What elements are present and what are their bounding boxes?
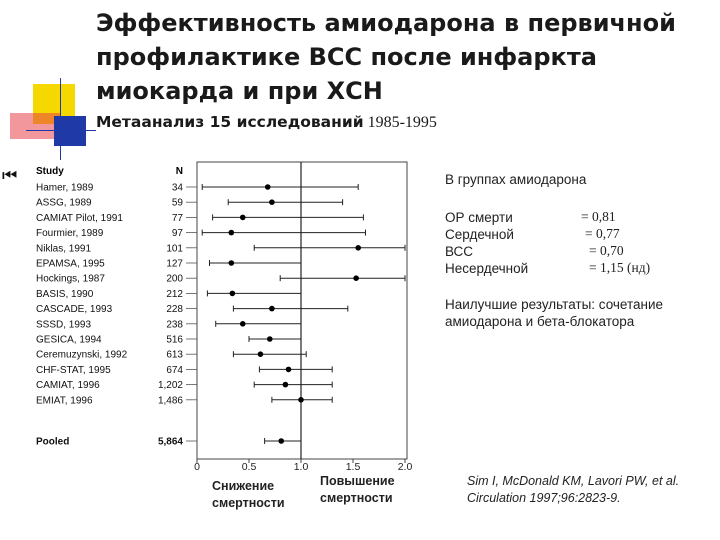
stat-label: Сердечной [445,227,514,242]
stat-value: = 0,81 [581,209,616,224]
study-n: 200 [166,274,183,285]
study-label: EPAMSA, 1995 [36,259,105,270]
study-n: 59 [172,198,184,209]
increase-mortality-caption: Повышение смертности [320,474,395,505]
study-label: EMIAT, 1996 [36,395,93,406]
pooled-point [278,438,285,444]
odds-ratio-point [282,381,289,388]
title-line: миокарда и при ХСН [96,77,383,105]
citation-line: Circulation 1997;96:2823-9. [467,491,621,505]
study-n: 1,486 [158,395,183,406]
odds-ratio-point [285,366,292,373]
odds-ratio-point [269,305,275,312]
odds-ratio-point [228,260,235,266]
odds-ratio-point [257,351,264,358]
odds-ratio-point [239,321,246,327]
study-n: 127 [166,259,183,270]
subtitle-years: 1985-1995 [367,114,437,131]
first-page-icon[interactable]: ⏮ [2,166,17,186]
x-tick-label: 2.0 [398,461,413,473]
study-label: Hamer, 1989 [36,183,94,194]
x-tick-label: 0 [194,461,200,473]
decor-red-square [10,113,60,139]
study-n: 613 [166,350,183,361]
pooled-n: 5,864 [158,437,183,448]
subtitle-text: Метаанализ 15 исследований [96,113,364,131]
study-label: CAMIAT Pilot, 1991 [36,213,123,224]
study-n: 1,202 [158,380,183,391]
plot-frame [196,161,408,460]
study-column-header: Study [36,166,64,177]
stat-value: = 0,77 [585,226,620,241]
odds-ratio-point [267,336,273,342]
study-label: CAMIAT, 1996 [36,380,100,391]
study-label: Hockings, 1987 [36,274,105,285]
odds-ratio-point [298,397,304,403]
study-label: CHF-STAT, 1995 [36,365,111,376]
stat-value: = 0,70 [589,243,624,258]
study-n: 34 [172,183,184,194]
decor-vertical-line [60,78,61,160]
odds-ratio-point [229,290,236,297]
stat-label: ОР смерти [445,210,513,225]
study-label: CASCADE, 1993 [36,304,113,315]
stat-value: = 1,15 (нд) [589,260,651,275]
study-label: ASSG, 1989 [36,198,92,209]
study-label: SSSD, 1993 [36,319,91,330]
decor-horizontal-line [26,130,96,131]
decrease-mortality-caption: Снижение смертности [212,479,285,510]
odds-ratio-point [228,229,235,236]
odds-ratio-point [353,275,359,282]
study-label: Niklas, 1991 [36,243,91,254]
title-line: профилактике ВСС после инфаркта [96,43,597,71]
study-n: 228 [166,304,183,315]
page-title: Эффективность амиодарона в первичной про… [96,6,716,108]
stat-label: Несердечной [445,261,529,276]
study-n: 77 [172,213,184,224]
study-label: GESICA, 1994 [36,335,102,346]
study-label: Fourmier, 1989 [36,228,104,239]
odds-ratio-point [269,199,275,205]
citation: Sim I, McDonald KM, Lavori PW, et al. Ci… [467,473,679,507]
study-label: Ceremuzynski, 1992 [36,350,128,361]
odds-ratio-point [264,184,271,190]
study-n: 238 [166,319,183,330]
odds-ratio-point [239,214,246,221]
study-n: 212 [166,289,183,300]
study-n: 516 [166,335,183,346]
x-tick-label: 0.5 [242,461,257,473]
amiodarone-group-header: В группах амиодарона [445,172,587,187]
pooled-label: Pooled [36,437,69,448]
study-n: 674 [166,365,183,376]
best-results-note: Наилучшие результаты: сочетание амиодаро… [445,297,664,329]
page-subtitle: Метаанализ 15 исследований 1985-1995 [96,113,437,132]
stat-label: ВСС [445,244,474,259]
study-label: BASIS, 1990 [36,289,94,300]
decor-blue-square [54,116,86,146]
title-line: Эффективность амиодарона в первичной [96,9,676,37]
x-tick-label: 1.0 [294,461,309,473]
study-n: 97 [172,228,184,239]
n-column-header: N [176,166,183,177]
x-tick-label: 1.5 [346,461,361,473]
study-n: 101 [166,243,183,254]
odds-ratio-point [355,245,362,251]
citation-line: Sim I, McDonald KM, Lavori PW, et al. [467,474,680,488]
